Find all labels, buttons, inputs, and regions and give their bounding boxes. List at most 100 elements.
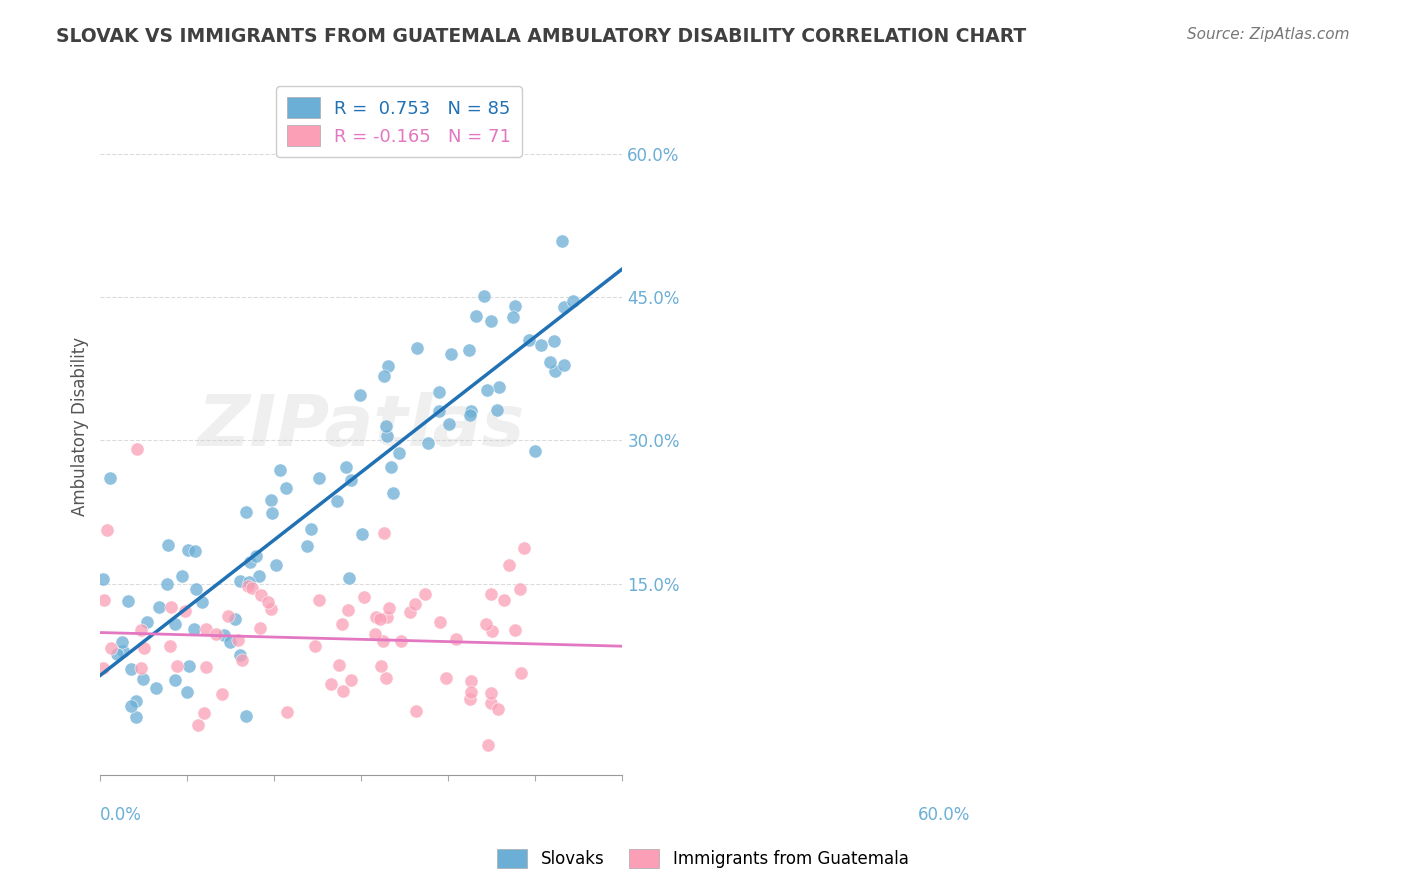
Point	[249, 621, 271, 635]
Point	[136, 615, 159, 630]
Point	[264, 558, 287, 572]
Point	[229, 574, 252, 588]
Point	[413, 586, 436, 600]
Point	[353, 591, 375, 605]
Point	[404, 597, 426, 611]
Point	[170, 569, 193, 583]
Point	[174, 604, 197, 618]
Point	[399, 605, 422, 619]
Point	[163, 777, 186, 791]
Point	[131, 672, 153, 686]
Point	[488, 380, 510, 394]
Point	[91, 661, 114, 675]
Point	[406, 341, 429, 355]
Point	[475, 616, 498, 631]
Point	[93, 593, 115, 607]
Legend: Slovaks, Immigrants from Guatemala: Slovaks, Immigrants from Guatemala	[491, 842, 915, 875]
Point	[375, 418, 398, 433]
Point	[553, 358, 575, 372]
Point	[388, 445, 411, 459]
Point	[427, 384, 450, 399]
Point	[375, 428, 398, 442]
Point	[240, 581, 263, 595]
Point	[479, 313, 502, 327]
Point	[236, 579, 259, 593]
Point	[427, 404, 450, 418]
Point	[228, 648, 250, 662]
Point	[458, 409, 481, 423]
Point	[349, 387, 371, 401]
Point	[184, 582, 207, 596]
Point	[505, 624, 527, 638]
Point	[479, 587, 502, 601]
Point	[465, 309, 488, 323]
Point	[304, 639, 326, 653]
Point	[444, 632, 467, 646]
Point	[509, 582, 531, 597]
Point	[308, 593, 330, 607]
Point	[389, 633, 412, 648]
Point	[308, 471, 330, 485]
Text: SLOVAK VS IMMIGRANTS FROM GUATEMALA AMBULATORY DISABILITY CORRELATION CHART: SLOVAK VS IMMIGRANTS FROM GUATEMALA AMBU…	[56, 27, 1026, 45]
Point	[129, 661, 152, 675]
Point	[96, 523, 118, 537]
Point	[260, 506, 283, 520]
Point	[129, 624, 152, 638]
Point	[105, 647, 128, 661]
Point	[434, 671, 457, 685]
Point	[247, 569, 270, 583]
Point	[224, 612, 246, 626]
Point	[120, 698, 142, 713]
Point	[460, 685, 482, 699]
Point	[204, 627, 226, 641]
Point	[194, 622, 217, 636]
Point	[326, 494, 349, 508]
Point	[111, 644, 134, 658]
Point	[257, 595, 280, 609]
Point	[512, 541, 534, 555]
Point	[235, 505, 257, 519]
Point	[159, 600, 181, 615]
Text: ZIPatlas: ZIPatlas	[198, 392, 524, 460]
Point	[193, 706, 215, 720]
Point	[337, 571, 360, 585]
Point	[477, 383, 499, 397]
Point	[184, 544, 207, 558]
Point	[460, 403, 482, 417]
Point	[477, 738, 499, 752]
Point	[238, 555, 260, 569]
Point	[100, 640, 122, 655]
Point	[159, 639, 181, 653]
Point	[405, 704, 427, 718]
Point	[163, 617, 186, 632]
Point	[340, 473, 363, 487]
Point	[276, 705, 298, 719]
Point	[502, 310, 524, 325]
Point	[328, 657, 350, 672]
Point	[176, 684, 198, 698]
Point	[226, 633, 249, 648]
Point	[145, 681, 167, 695]
Point	[440, 347, 463, 361]
Point	[373, 369, 395, 384]
Point	[235, 709, 257, 723]
Point	[416, 436, 439, 450]
Point	[373, 526, 395, 541]
Point	[378, 600, 401, 615]
Point	[479, 686, 502, 700]
Point	[543, 334, 565, 349]
Y-axis label: Ambulatory Disability: Ambulatory Disability	[72, 336, 89, 516]
Text: 60.0%: 60.0%	[918, 806, 970, 824]
Point	[219, 635, 242, 649]
Point	[295, 539, 318, 553]
Point	[544, 364, 567, 378]
Point	[121, 662, 143, 676]
Point	[156, 538, 179, 552]
Point	[125, 694, 148, 708]
Point	[260, 492, 283, 507]
Point	[117, 594, 139, 608]
Point	[276, 481, 298, 495]
Legend: R =  0.753   N = 85, R = -0.165   N = 71: R = 0.753 N = 85, R = -0.165 N = 71	[277, 87, 522, 157]
Text: Source: ZipAtlas.com: Source: ZipAtlas.com	[1187, 27, 1350, 42]
Point	[166, 659, 188, 673]
